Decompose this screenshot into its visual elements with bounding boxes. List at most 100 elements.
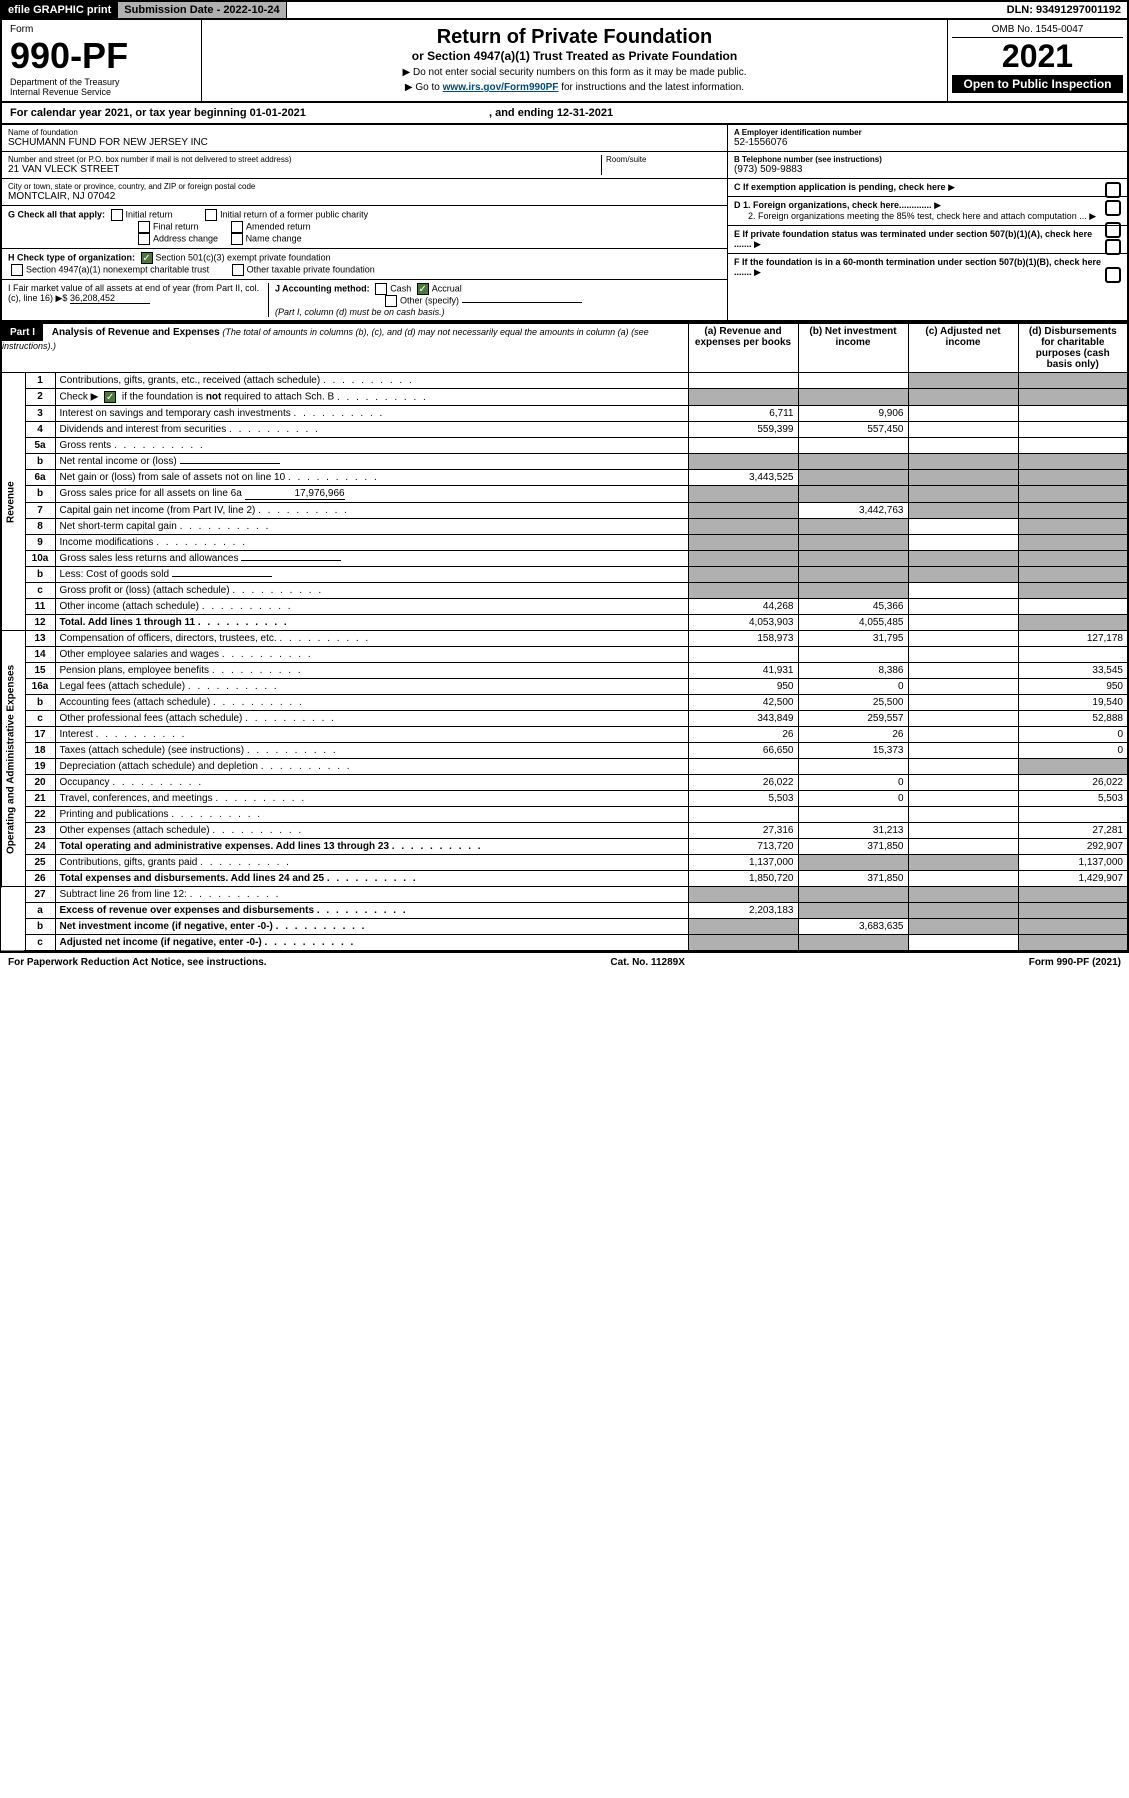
e-checkbox[interactable]: [1105, 239, 1121, 255]
foundation-name: SCHUMANN FUND FOR NEW JERSEY INC: [8, 137, 721, 148]
amount-cell: [798, 551, 908, 567]
amount-cell: [688, 389, 798, 406]
c-checkbox[interactable]: [1105, 182, 1121, 198]
amount-cell: [908, 807, 1018, 823]
amount-cell: 41,931: [688, 663, 798, 679]
amount-cell: [908, 486, 1018, 503]
amount-cell: 44,268: [688, 599, 798, 615]
table-row: 5aGross rents: [1, 438, 1128, 454]
col-a-header: (a) Revenue and expenses per books: [688, 323, 798, 373]
row-num: b: [25, 919, 55, 935]
row-num: 18: [25, 743, 55, 759]
row-num: 5a: [25, 438, 55, 454]
4947a1-checkbox[interactable]: [11, 264, 23, 276]
schb-checkbox[interactable]: [104, 391, 116, 403]
row-desc: Interest on savings and temporary cash i…: [55, 406, 688, 422]
amount-cell: [688, 373, 798, 389]
row-desc: Gross sales less returns and allowances: [55, 551, 688, 567]
cash-checkbox[interactable]: [375, 283, 387, 295]
amount-cell: [798, 519, 908, 535]
amount-cell: 0: [798, 791, 908, 807]
amount-cell: 4,053,903: [688, 615, 798, 631]
j-section: J Accounting method: Cash Accrual Other …: [268, 283, 721, 317]
amount-cell: [908, 519, 1018, 535]
row-num: c: [25, 711, 55, 727]
efile-button[interactable]: efile GRAPHIC print: [2, 2, 118, 18]
amount-cell: [908, 871, 1018, 887]
form-ref: Form 990-PF (2021): [1029, 957, 1121, 968]
row-desc: Gross rents: [55, 438, 688, 454]
table-row: 25Contributions, gifts, grants paid 1,13…: [1, 855, 1128, 871]
name-change-checkbox[interactable]: [231, 233, 243, 245]
h-section: H Check type of organization: Section 50…: [2, 249, 727, 280]
amount-cell: [908, 583, 1018, 599]
501c3-checkbox[interactable]: [141, 252, 153, 264]
initial-former-checkbox[interactable]: [205, 209, 217, 221]
amount-cell: 6,711: [688, 406, 798, 422]
amount-cell: [798, 567, 908, 583]
amount-cell: [688, 919, 798, 935]
initial-return-checkbox[interactable]: [111, 209, 123, 221]
calendar-year-row: For calendar year 2021, or tax year begi…: [0, 103, 1129, 125]
amount-cell: 45,366: [798, 599, 908, 615]
amount-cell: 3,443,525: [688, 470, 798, 486]
amount-cell: [908, 551, 1018, 567]
accrual-checkbox[interactable]: [417, 283, 429, 295]
other-method-checkbox[interactable]: [385, 295, 397, 307]
row-desc: Depreciation (attach schedule) and deple…: [55, 759, 688, 775]
table-row: bGross sales price for all assets on lin…: [1, 486, 1128, 503]
part1-table: Part I Analysis of Revenue and Expenses …: [0, 322, 1129, 952]
row-desc: Other income (attach schedule): [55, 599, 688, 615]
d2-checkbox[interactable]: [1105, 222, 1121, 238]
row-desc: Pension plans, employee benefits: [55, 663, 688, 679]
amount-cell: 19,540: [1018, 695, 1128, 711]
col-d-header: (d) Disbursements for charitable purpose…: [1018, 323, 1128, 373]
info-section: Name of foundation SCHUMANN FUND FOR NEW…: [0, 125, 1129, 322]
tax-year: 2021: [952, 38, 1123, 75]
amount-cell: 127,178: [1018, 631, 1128, 647]
amount-cell: [1018, 438, 1128, 454]
amount-cell: [908, 775, 1018, 791]
amount-cell: [908, 647, 1018, 663]
amount-cell: [798, 807, 908, 823]
amount-cell: [688, 567, 798, 583]
amount-cell: [798, 855, 908, 871]
d1-checkbox[interactable]: [1105, 200, 1121, 216]
address-change-checkbox[interactable]: [138, 233, 150, 245]
footer: For Paperwork Reduction Act Notice, see …: [0, 952, 1129, 972]
amount-cell: [798, 470, 908, 486]
amended-return-checkbox[interactable]: [231, 221, 243, 233]
amount-cell: [908, 743, 1018, 759]
table-row: 22Printing and publications: [1, 807, 1128, 823]
amount-cell: [1018, 567, 1128, 583]
other-taxable-checkbox[interactable]: [232, 264, 244, 276]
row-num: b: [25, 567, 55, 583]
row-num: 15: [25, 663, 55, 679]
address: 21 VAN VLECK STREET: [8, 164, 601, 175]
row-desc: Total operating and administrative expen…: [55, 839, 688, 855]
note-ssn: ▶ Do not enter social security numbers o…: [208, 67, 941, 78]
amount-cell: 31,795: [798, 631, 908, 647]
row-num: 17: [25, 727, 55, 743]
e-section: E If private foundation status was termi…: [728, 226, 1127, 254]
row-num: 2: [25, 389, 55, 406]
final-return-checkbox[interactable]: [138, 221, 150, 233]
table-row: 12Total. Add lines 1 through 11 4,053,90…: [1, 615, 1128, 631]
revenue-side-label: Revenue: [1, 373, 25, 631]
row-desc: Interest: [55, 727, 688, 743]
irs-link[interactable]: www.irs.gov/Form990PF: [443, 82, 559, 93]
amount-cell: [688, 454, 798, 470]
amount-cell: [688, 438, 798, 454]
table-row: 16aLegal fees (attach schedule) 9500950: [1, 679, 1128, 695]
amount-cell: [798, 647, 908, 663]
table-row: cAdjusted net income (if negative, enter…: [1, 935, 1128, 952]
amount-cell: 26,022: [1018, 775, 1128, 791]
phone: (973) 509-9883: [734, 164, 1121, 175]
amount-cell: 1,850,720: [688, 871, 798, 887]
amount-cell: [798, 887, 908, 903]
row-num: 6a: [25, 470, 55, 486]
f-checkbox[interactable]: [1105, 267, 1121, 283]
row-num: 11: [25, 599, 55, 615]
amount-cell: 25,500: [798, 695, 908, 711]
amount-cell: [908, 903, 1018, 919]
